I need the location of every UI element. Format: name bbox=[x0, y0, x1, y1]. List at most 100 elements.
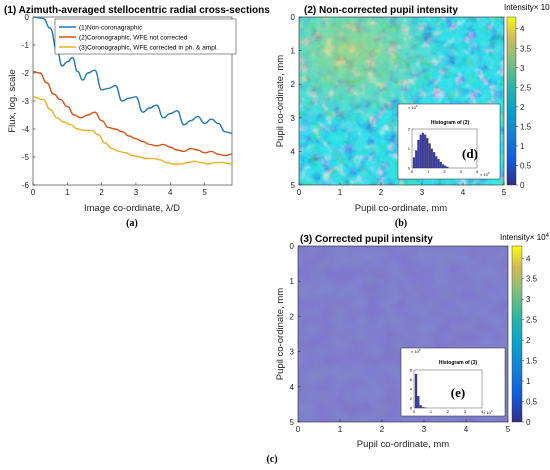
histogram-bar bbox=[430, 148, 433, 169]
inset-x-tick-label: 2 bbox=[447, 409, 450, 414]
chart-c-colorbar bbox=[511, 245, 523, 423]
y-tick-label: 5 bbox=[291, 181, 296, 190]
inset-d-title: Histogram of (2) bbox=[431, 120, 470, 126]
x-tick-label: 5 bbox=[506, 425, 511, 434]
chart-c-title: (3) Corrected pupil intensity bbox=[300, 234, 433, 245]
colorbar-tick-label: 0 bbox=[526, 418, 531, 427]
chart-c-xlabel: Pupil co-ordinate, mm bbox=[357, 439, 449, 450]
y-tick-label: -5 bbox=[22, 153, 30, 162]
panel-c: (3) Corrected pupil intensity 0 1 2 3 4 5 0 1 2 3… bbox=[266, 233, 549, 465]
panel-a: (1) Azimuth-averaged stellocentric radia… bbox=[4, 5, 270, 229]
inset-x-tick-label: 4 bbox=[481, 409, 484, 414]
panel-b: (2) Non-corrected pupil intensity 0 1 2 3 4 5… bbox=[275, 3, 550, 229]
inset-e-yscale: × 104 bbox=[411, 348, 421, 354]
x-tick-label: 5 bbox=[202, 188, 207, 197]
colorbar-tick-label: 2 bbox=[526, 336, 531, 345]
inset-x-tick-label: 0 bbox=[411, 169, 414, 174]
colorbar-tick-label: 0.5 bbox=[526, 398, 538, 407]
x-tick-label: 4 bbox=[461, 188, 466, 197]
chart-b-ylabel: Pupil co-ordinate, mm bbox=[275, 55, 286, 147]
histogram-bar bbox=[426, 138, 429, 169]
histogram-bar bbox=[428, 143, 431, 169]
colorbar-tick-label: 1 bbox=[526, 377, 531, 386]
inset-y-tick-label: 2 bbox=[410, 396, 413, 401]
x-tick-label: 3 bbox=[422, 425, 427, 434]
inset-y-tick-label: 8 bbox=[410, 368, 413, 373]
chart-a-series bbox=[33, 17, 232, 165]
inset-e-axes bbox=[413, 369, 483, 409]
histogram-bar bbox=[419, 134, 422, 169]
histogram-bar bbox=[437, 159, 440, 169]
histogram-bar bbox=[414, 373, 418, 409]
inset-d-yscale: × 104 bbox=[408, 104, 418, 110]
inset-x-tick-label: 1 bbox=[427, 169, 430, 174]
histogram-bar bbox=[417, 139, 420, 169]
inset-y-tick-label: 0 bbox=[410, 406, 413, 411]
inset-x-tick-label: 3 bbox=[460, 169, 463, 174]
y-tick-label: 2 bbox=[291, 80, 296, 89]
legend-box bbox=[54, 18, 237, 55]
x-tick-label: 3 bbox=[134, 188, 139, 197]
colorbar-tick-label: 3 bbox=[520, 64, 525, 73]
inset-x-tick-label: 0 bbox=[413, 409, 416, 414]
y-tick-label: -6 bbox=[22, 181, 30, 190]
x-tick-label: 1 bbox=[65, 188, 70, 197]
y-tick-label: 0 bbox=[25, 13, 30, 22]
chart-a-xlabel: Image co-ordinate, λ/D bbox=[84, 203, 180, 214]
histogram-bar bbox=[444, 165, 447, 169]
histogram-bar bbox=[417, 396, 420, 409]
colorbar-tick-label: 1 bbox=[520, 142, 525, 151]
colorbar-tick-label: 2.5 bbox=[520, 83, 532, 92]
y-tick-label: 5 bbox=[290, 418, 295, 427]
colorbar-tick-label: 4 bbox=[526, 254, 531, 263]
legend-label-2: (2)Coronographic, WFE not corrected bbox=[79, 35, 188, 42]
caption-b: (b) bbox=[395, 218, 407, 229]
histogram-bar bbox=[424, 134, 427, 169]
colorbar-tick-label: 0 bbox=[520, 181, 525, 190]
x-tick-label: 1 bbox=[338, 425, 343, 434]
inset-e-bars bbox=[414, 373, 427, 409]
chart-b-xlabel: Pupil co-ordinate, mm bbox=[355, 203, 447, 214]
caption-a: (a) bbox=[126, 218, 138, 229]
chart-b-colorbar-ticks: 0 0.5 1 1.5 2 2.5 3 3.5 4 bbox=[516, 25, 532, 190]
x-tick-label: 2 bbox=[99, 188, 104, 197]
histogram-bar bbox=[412, 157, 416, 169]
inset-e-title: Histogram of (3) bbox=[439, 360, 478, 366]
x-tick-label: 4 bbox=[168, 188, 173, 197]
colorbar-tick-label: 3.5 bbox=[520, 44, 532, 53]
inset-e-xscale: × 104 bbox=[483, 409, 493, 415]
colorbar-tick-label: 1.5 bbox=[526, 357, 538, 366]
histogram-bar bbox=[421, 132, 424, 169]
x-tick-label: 0 bbox=[297, 188, 302, 197]
colorbar-tick-label: 3.5 bbox=[526, 275, 538, 284]
inset-y-tick-label: 6 bbox=[410, 377, 413, 382]
y-tick-label: 1 bbox=[290, 277, 295, 286]
y-tick-label: 4 bbox=[290, 383, 295, 392]
y-tick-label: -4 bbox=[22, 125, 30, 134]
chart-a-title: (1) Azimuth-averaged stellocentric radia… bbox=[4, 5, 270, 16]
chart-a-legend: (1)Non-coronagraphic (2)Coronographic, W… bbox=[54, 18, 237, 55]
histogram-bar bbox=[415, 150, 418, 169]
colorbar-tick-label: 3 bbox=[526, 295, 531, 304]
caption-c: (c) bbox=[266, 454, 277, 465]
chart-b-title: (2) Non-corrected pupil intensity bbox=[304, 5, 458, 16]
inset-x-tick-label: 1 bbox=[430, 409, 433, 414]
y-tick-label: 3 bbox=[290, 348, 295, 357]
y-tick-label: -3 bbox=[22, 97, 30, 106]
chart-a-ylabel: Flux, log. scale bbox=[7, 69, 18, 132]
histogram-bar bbox=[435, 156, 438, 169]
y-tick-label: 0 bbox=[290, 242, 295, 251]
series-line-3 bbox=[33, 96, 232, 165]
chart-b-colorbar-label: Intensity× 104 bbox=[504, 3, 550, 12]
inset-x-tick-label: 4 bbox=[476, 169, 479, 174]
legend-label-1: (1)Non-coronagraphic bbox=[79, 25, 143, 32]
inset-e-tag: (e) bbox=[451, 385, 465, 400]
series-line-2 bbox=[33, 70, 232, 157]
colorbar-tick-label: 4 bbox=[520, 25, 525, 34]
y-tick-label: -2 bbox=[22, 69, 30, 78]
